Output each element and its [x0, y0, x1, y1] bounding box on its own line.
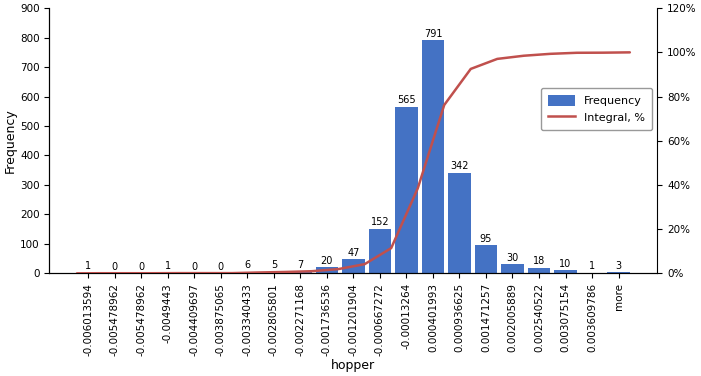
Bar [289, 271, 312, 273]
Bar [422, 40, 444, 273]
Text: 18: 18 [533, 256, 545, 266]
Text: 0: 0 [138, 262, 144, 271]
Text: 342: 342 [450, 161, 469, 171]
Text: 0: 0 [191, 262, 198, 271]
Text: 1: 1 [85, 261, 91, 271]
Bar [475, 246, 497, 273]
Bar [395, 107, 418, 273]
Text: 0: 0 [218, 262, 224, 271]
Text: 47: 47 [347, 248, 360, 258]
Bar [236, 271, 259, 273]
Bar [369, 229, 391, 273]
Text: 10: 10 [559, 259, 571, 268]
X-axis label: hopper: hopper [332, 359, 376, 372]
Text: 1: 1 [589, 261, 595, 271]
Text: 6: 6 [244, 260, 250, 270]
Bar [554, 270, 577, 273]
Y-axis label: Frequency: Frequency [4, 108, 17, 173]
Text: 5: 5 [271, 260, 277, 270]
Bar [263, 272, 285, 273]
Bar [501, 264, 524, 273]
Text: 152: 152 [371, 217, 389, 227]
Bar [528, 268, 550, 273]
Legend: Frequency, Integral, %: Frequency, Integral, % [541, 88, 652, 130]
Text: 791: 791 [423, 29, 442, 38]
Bar [448, 173, 471, 273]
Text: 1: 1 [165, 261, 171, 271]
Text: 0: 0 [111, 262, 118, 271]
Bar [315, 267, 338, 273]
Text: 565: 565 [397, 95, 416, 105]
Bar [342, 259, 365, 273]
Text: 3: 3 [615, 261, 622, 271]
Text: 30: 30 [506, 253, 519, 263]
Text: 95: 95 [479, 233, 492, 244]
Text: 7: 7 [297, 259, 304, 270]
Text: 20: 20 [320, 256, 333, 266]
